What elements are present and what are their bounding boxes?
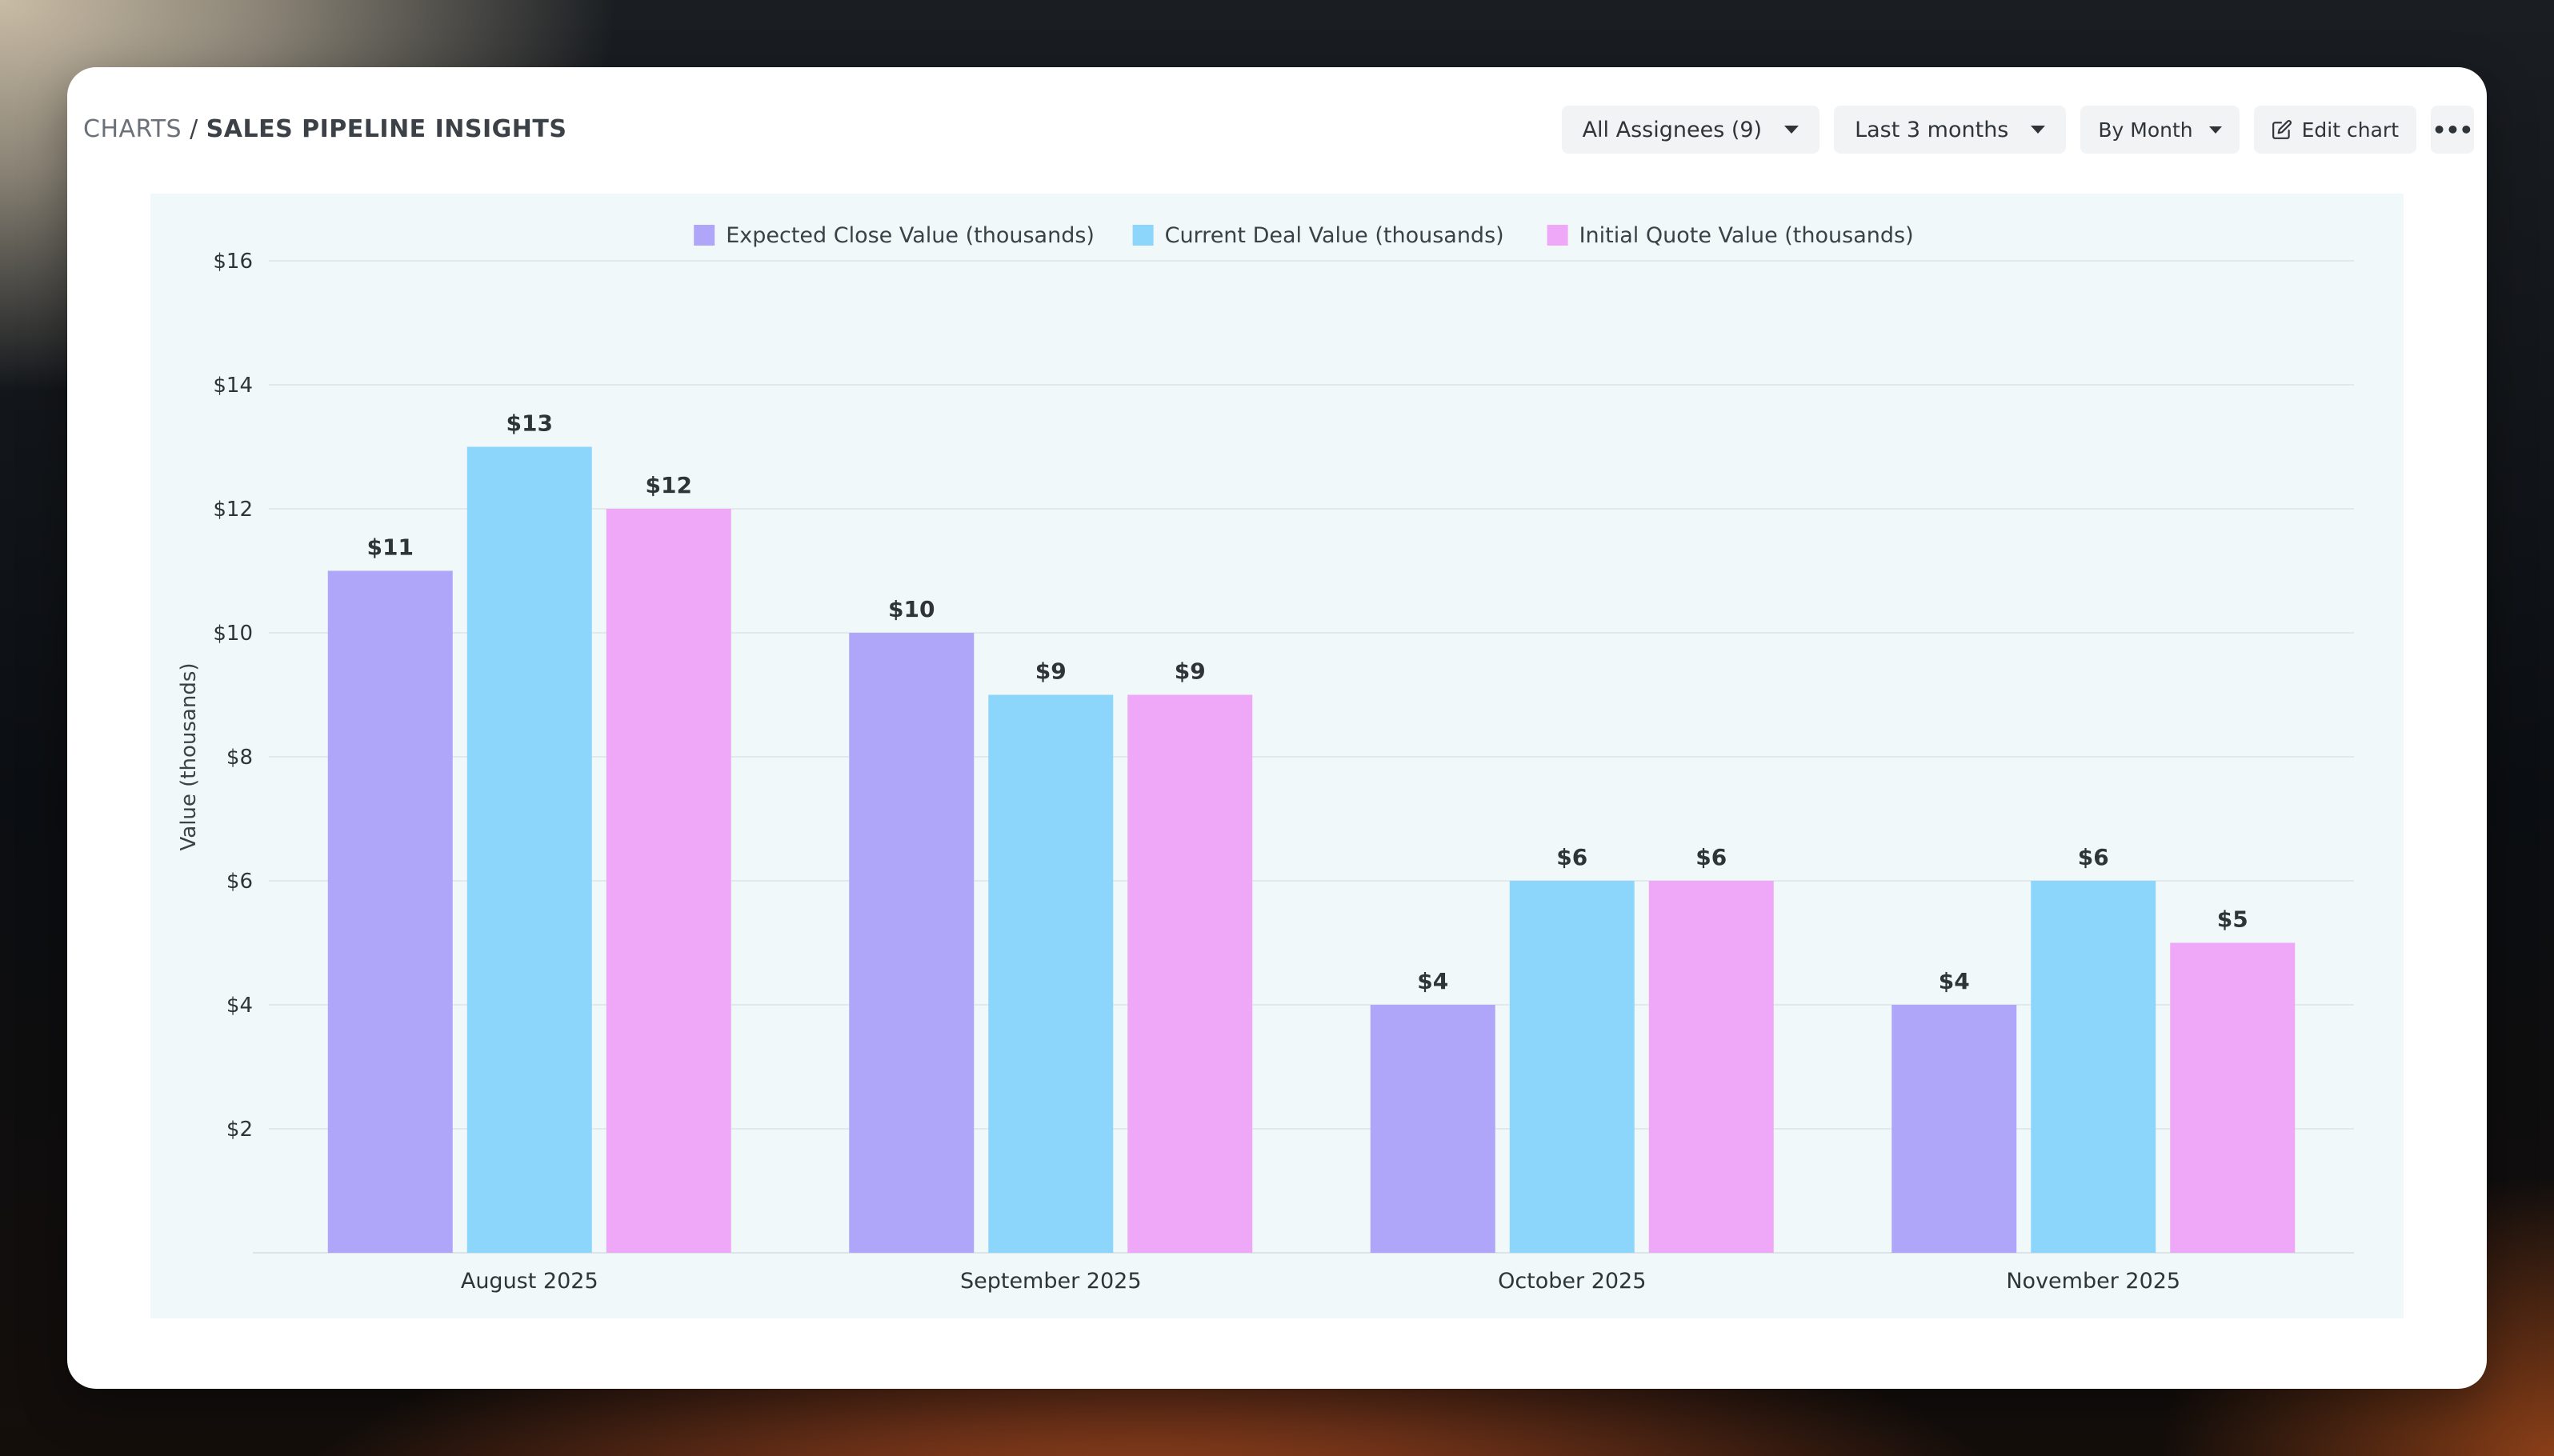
- bar: [466, 446, 592, 1253]
- date-range-dropdown[interactable]: Last 3 months: [1834, 106, 2067, 154]
- date-range-dropdown-label: Last 3 months: [1855, 117, 2009, 142]
- data-label: $4: [1939, 968, 1970, 994]
- y-tick-label: $10: [213, 622, 253, 646]
- y-tick-label: $4: [226, 994, 253, 1018]
- page-title: SALES PIPELINE INSIGHTS: [206, 114, 567, 143]
- data-label: $10: [888, 596, 935, 622]
- legend-label: Current Deal Value (thousands): [1165, 223, 1504, 248]
- bar: [1370, 1005, 1495, 1253]
- bar: [2031, 881, 2156, 1253]
- legend-swatch: [1132, 225, 1154, 246]
- y-tick-label: $8: [226, 746, 253, 770]
- edit-chart-label: Edit chart: [2301, 118, 2399, 142]
- legend-swatch: [1547, 225, 1568, 246]
- grouping-dropdown[interactable]: By Month: [2080, 106, 2240, 154]
- bar: [2170, 942, 2296, 1253]
- bar: [1891, 1005, 2017, 1253]
- data-label: $5: [2217, 906, 2248, 933]
- edit-chart-button[interactable]: Edit chart: [2253, 106, 2416, 154]
- bar: [606, 509, 731, 1253]
- data-label: $6: [2078, 844, 2109, 870]
- bar-chart: $2 $4 $6 $8 $10 $12 $14 $16 Value (thousands) $11…: [177, 223, 2354, 1294]
- grouping-dropdown-label: By Month: [2098, 118, 2193, 142]
- bar: [849, 633, 975, 1253]
- assignees-dropdown[interactable]: All Assignees (9): [1561, 106, 1820, 154]
- chart-toolbar: All Assignees (9) Last 3 months By Month…: [1561, 106, 2474, 154]
- legend-label: Initial Quote Value (thousands): [1579, 223, 1914, 248]
- y-tick-label: $12: [213, 498, 253, 522]
- bar: [988, 694, 1114, 1253]
- data-label: $9: [1175, 658, 1206, 685]
- breadcrumb-root[interactable]: CHARTS: [83, 114, 182, 143]
- bar: [1127, 694, 1253, 1253]
- y-tick-label: $14: [213, 374, 253, 398]
- assignees-dropdown-label: All Assignees (9): [1582, 117, 1763, 142]
- more-icon: •••: [2432, 116, 2474, 143]
- y-axis-title: Value (thousands): [177, 662, 201, 850]
- breadcrumb: CHARTS / SALES PIPELINE INSIGHTS: [83, 109, 566, 149]
- x-tick-label: November 2025: [2006, 1269, 2180, 1294]
- legend-swatch: [694, 225, 715, 246]
- more-options-button[interactable]: •••: [2431, 106, 2474, 154]
- legend-label: Expected Close Value (thousands): [726, 223, 1095, 248]
- breadcrumb-separator: /: [190, 114, 198, 143]
- bar: [1509, 881, 1635, 1253]
- data-label: $12: [646, 472, 692, 498]
- data-label: $6: [1695, 844, 1727, 870]
- data-label: $9: [1035, 658, 1067, 685]
- y-tick-label: $2: [226, 1118, 253, 1142]
- bar: [327, 570, 453, 1253]
- chevron-down-icon: [2208, 126, 2222, 134]
- x-tick-label: October 2025: [1498, 1269, 1646, 1294]
- chevron-down-icon: [1784, 126, 1799, 134]
- chart-panel: $2 $4 $6 $8 $10 $12 $14 $16 Value (thousands) $11…: [150, 194, 2404, 1318]
- data-label: $13: [506, 410, 553, 437]
- data-label: $6: [1556, 844, 1587, 870]
- data-label: $11: [367, 534, 414, 561]
- bar: [1648, 881, 1774, 1253]
- x-tick-label: August 2025: [461, 1269, 598, 1294]
- edit-icon: [2272, 120, 2292, 139]
- y-tick-label: $6: [226, 870, 253, 894]
- x-tick-label: September 2025: [960, 1269, 1142, 1294]
- data-label: $4: [1417, 968, 1448, 994]
- chevron-down-icon: [2031, 126, 2046, 134]
- y-tick-label: $16: [213, 250, 253, 274]
